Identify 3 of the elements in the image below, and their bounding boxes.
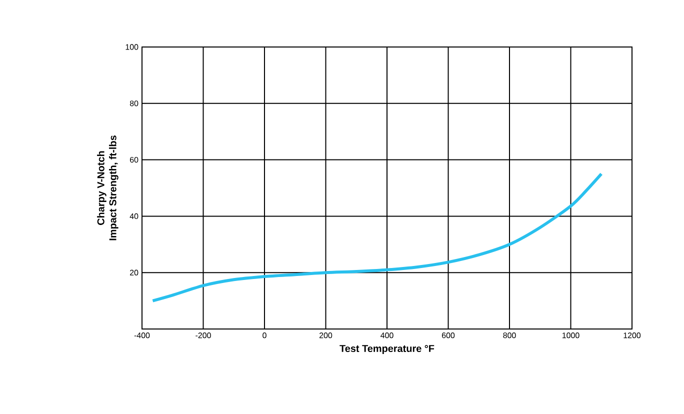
y-axis-title: Charpy V-Notch Impact Strength, ft-lbs bbox=[97, 136, 118, 240]
x-axis-title: Test Temperature °F bbox=[340, 344, 434, 354]
line-series bbox=[151, 172, 603, 302]
